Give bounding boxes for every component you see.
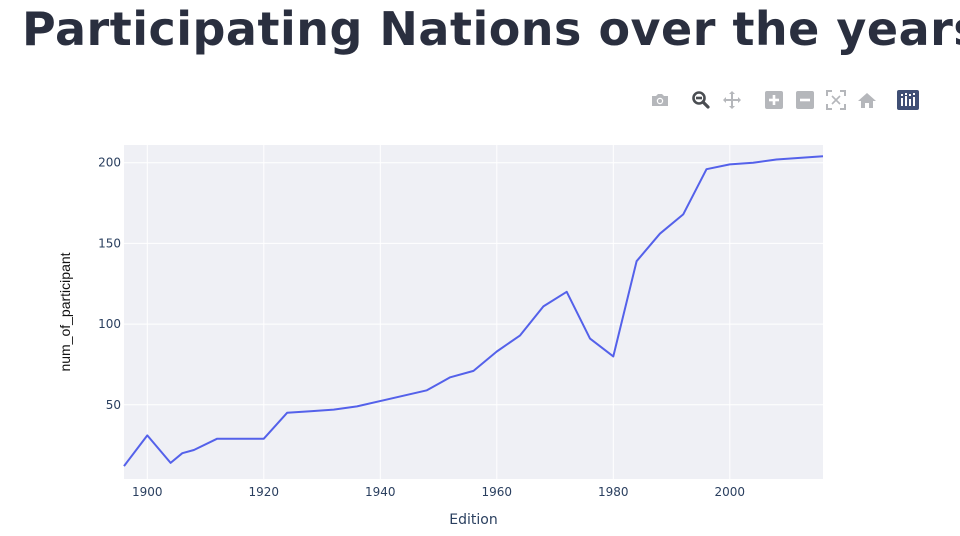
y-axis-title: num_of_participant — [57, 252, 73, 371]
y-tick-label: 50 — [106, 398, 121, 412]
x-tick-label: 1920 — [249, 485, 280, 499]
modebar — [646, 89, 926, 111]
x-tick-label: 2000 — [715, 485, 746, 499]
page-title: Participating Nations over the years — [22, 2, 960, 56]
x-axis-title: Edition — [449, 512, 497, 528]
plot-area[interactable] — [124, 145, 823, 479]
y-tick-label: 200 — [98, 156, 121, 170]
reset-axes-icon[interactable] — [855, 89, 879, 111]
plotly-logo-icon[interactable] — [896, 89, 920, 111]
zoom-out-icon[interactable] — [793, 89, 817, 111]
zoom-icon[interactable] — [689, 89, 713, 111]
autoscale-icon[interactable] — [824, 89, 848, 111]
x-tick-label: 1900 — [132, 485, 163, 499]
series-line — [123, 155, 824, 467]
x-tick-label: 1980 — [598, 485, 629, 499]
x-tick-label: 1960 — [482, 485, 513, 499]
y-tick-label: 150 — [98, 236, 121, 250]
y-tick-label: 100 — [98, 317, 121, 331]
camera-icon[interactable] — [648, 89, 672, 111]
x-tick-label: 1940 — [365, 485, 396, 499]
pan-icon[interactable] — [720, 89, 744, 111]
zoom-in-icon[interactable] — [762, 89, 786, 111]
